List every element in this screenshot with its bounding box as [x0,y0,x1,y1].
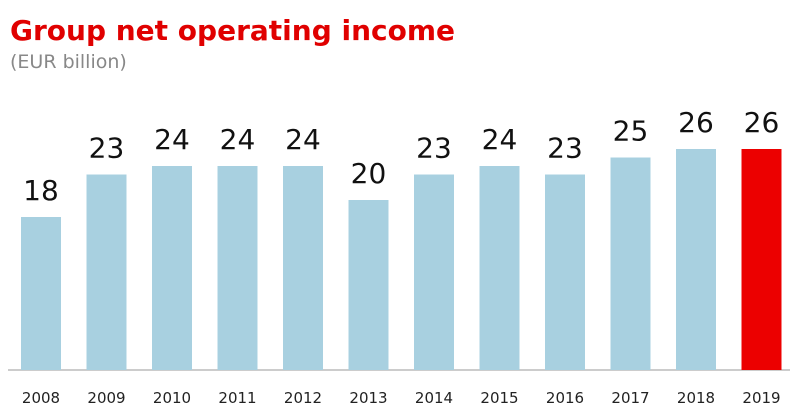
x-tick-label: 2017 [611,389,649,407]
x-tick-label: 2015 [480,389,518,407]
bar [86,174,127,370]
chart-title: Group net operating income [10,14,455,47]
bar [21,217,61,370]
bar [676,149,716,370]
data-label: 23 [416,132,452,165]
data-label: 24 [285,123,321,156]
bar [283,166,323,370]
data-label: 26 [678,106,714,139]
bar [217,166,258,370]
data-label: 23 [547,132,583,165]
data-label: 18 [23,174,59,207]
x-tick-label: 2018 [677,389,715,407]
x-tick-label: 2014 [415,389,453,407]
chart-subtitle: (EUR billion) [10,51,127,73]
data-label: 24 [154,123,190,156]
bar [545,174,585,370]
x-tick-label: 2009 [87,389,125,407]
x-tick-label: 2016 [546,389,584,407]
bar [152,166,192,370]
bar [610,157,651,370]
bar [741,149,782,370]
bar [414,174,454,370]
x-tick-label: 2008 [22,389,60,407]
x-tick-label: 2013 [349,389,387,407]
data-label: 20 [351,157,387,190]
data-label: 24 [482,123,518,156]
x-tick-label: 2010 [153,389,191,407]
bar [348,200,389,370]
bar [479,166,520,370]
x-tick-label: 2012 [284,389,322,407]
x-tick-label: 2019 [742,389,780,407]
x-tick-label: 2011 [218,389,256,407]
data-label: 24 [220,123,256,156]
data-label: 26 [744,106,780,139]
data-label: 23 [89,132,125,165]
data-label: 25 [613,115,649,148]
